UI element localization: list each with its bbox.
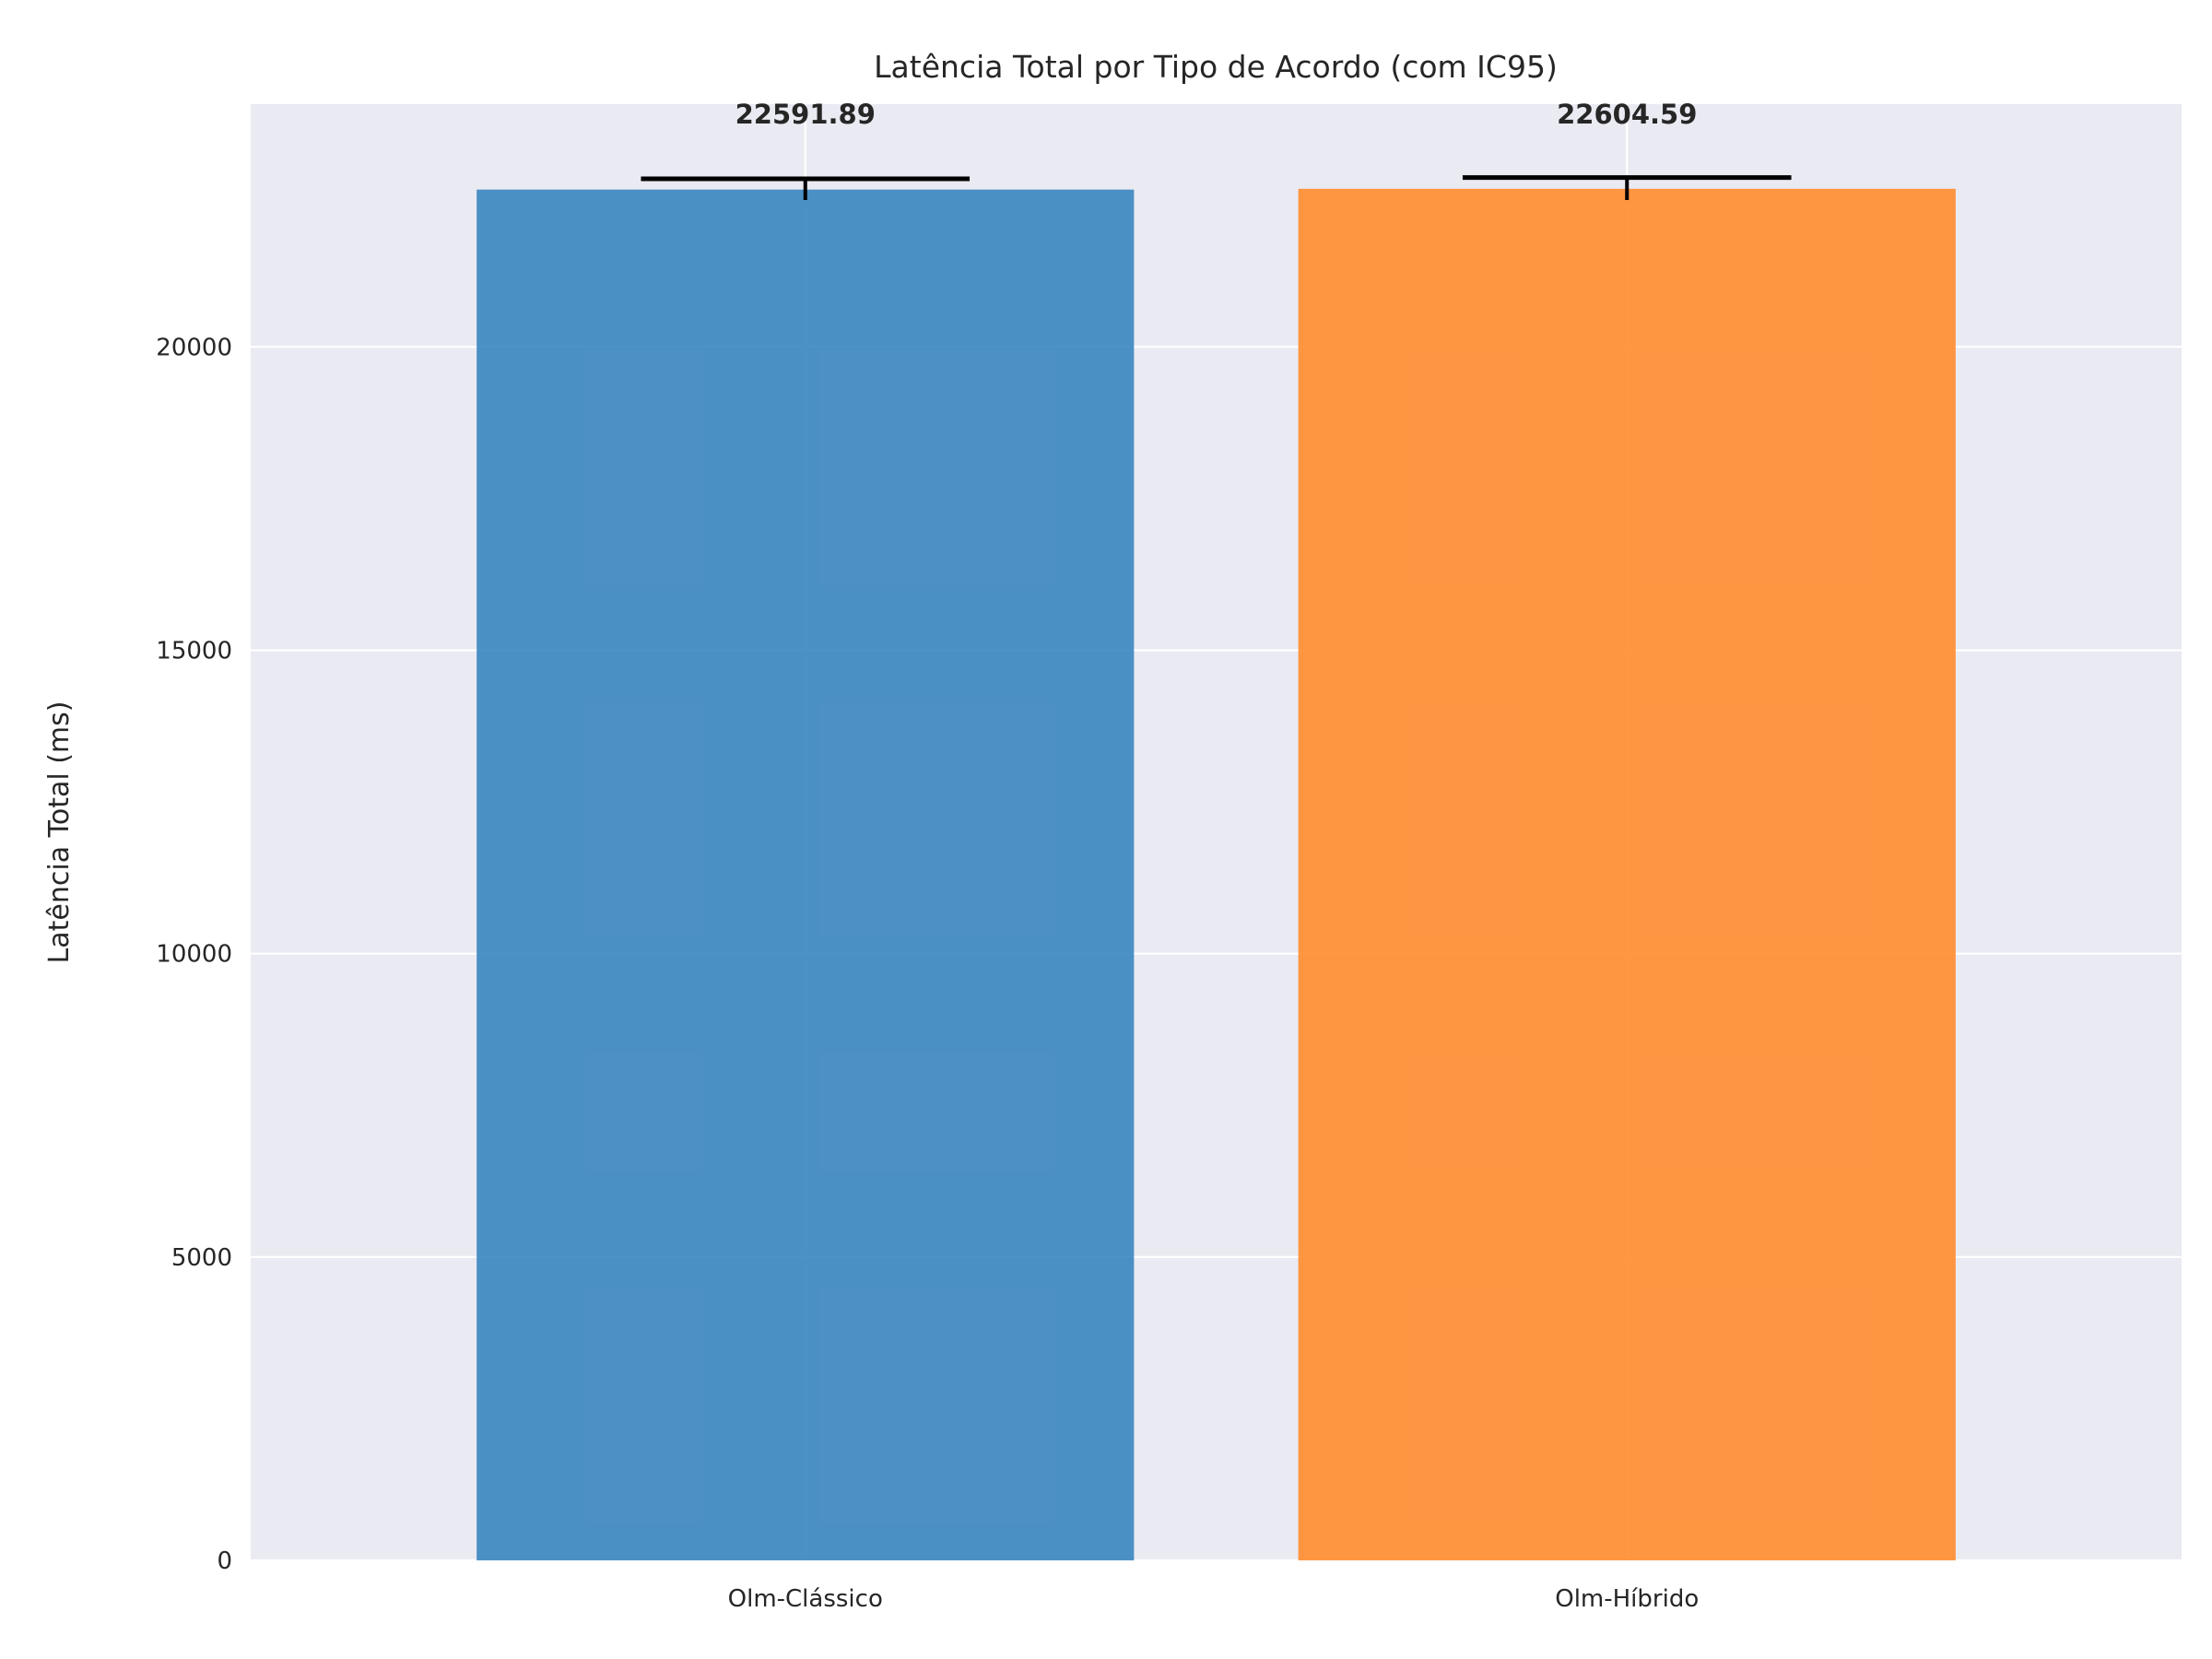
- data-labels: 22591.89 22604.59: [735, 99, 1698, 130]
- error-bars: [641, 175, 1792, 201]
- y-tick-label: 20000: [156, 334, 232, 361]
- bars: [477, 188, 1956, 1561]
- data-label-1: 22591.89: [735, 99, 876, 130]
- y-tick-label: 0: [217, 1547, 232, 1575]
- x-axis-ticks: Olm-Clássico Olm-Híbrido: [728, 1585, 1700, 1613]
- y-tick-label: 5000: [171, 1244, 232, 1272]
- y-tick-label: 10000: [156, 941, 232, 969]
- y-axis-ticks: 0 5000 10000 15000 20000: [156, 334, 232, 1575]
- y-tick-label: 15000: [156, 638, 232, 665]
- bar-1: [477, 189, 1135, 1561]
- chart-title: Latência Total por Tipo de Acordo (com I…: [874, 49, 1558, 85]
- data-label-2: 22604.59: [1557, 99, 1697, 130]
- x-tick-label: Olm-Clássico: [728, 1585, 883, 1613]
- bar-2: [1298, 188, 1956, 1560]
- y-axis-label: Latência Total (ms): [43, 701, 76, 964]
- x-tick-label: Olm-Híbrido: [1555, 1585, 1699, 1613]
